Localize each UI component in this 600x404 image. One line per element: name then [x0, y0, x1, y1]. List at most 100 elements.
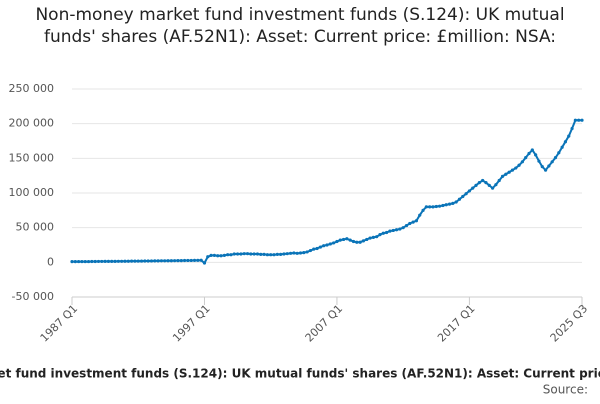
point [232, 252, 236, 256]
point [520, 160, 524, 164]
point [547, 164, 551, 168]
point [113, 259, 117, 263]
point [385, 230, 389, 235]
point [381, 231, 385, 235]
point [411, 220, 415, 224]
point [242, 252, 246, 256]
point [394, 228, 399, 232]
x-tick-label: 1997 Q1 [170, 302, 213, 345]
legend-label: Non-money market fund investment funds (… [0, 367, 600, 381]
point [437, 204, 442, 208]
point [163, 259, 167, 263]
point [322, 244, 326, 248]
point [507, 170, 511, 174]
point [86, 259, 91, 264]
point [375, 235, 379, 239]
point [282, 252, 286, 256]
point [298, 251, 303, 255]
point [530, 148, 534, 152]
point [444, 203, 448, 207]
point [474, 183, 478, 187]
point [341, 237, 346, 242]
y-tick-label: -50 000 [12, 290, 54, 303]
point [275, 252, 279, 256]
point [570, 126, 574, 131]
point [391, 228, 395, 233]
point [120, 259, 124, 263]
point [567, 134, 571, 138]
point [338, 238, 342, 242]
point [179, 259, 183, 263]
point [328, 242, 332, 246]
point [351, 239, 356, 244]
point [441, 203, 445, 208]
point [116, 259, 120, 263]
point [315, 246, 319, 251]
point [269, 253, 273, 257]
point [577, 118, 581, 122]
point [421, 208, 425, 212]
point [130, 259, 134, 263]
title-box: Non-money market fund investment funds (… [35, 5, 564, 47]
point [103, 259, 107, 263]
point [83, 259, 87, 264]
point [196, 258, 200, 262]
point [553, 156, 558, 160]
point [335, 239, 339, 244]
point [408, 221, 412, 226]
y-tick-label: 50 000 [16, 221, 55, 234]
point [110, 259, 114, 263]
point [182, 258, 187, 263]
point [265, 253, 269, 257]
point [431, 205, 435, 209]
point [139, 259, 144, 263]
point [285, 252, 289, 256]
point [302, 251, 306, 255]
point [368, 236, 372, 240]
point [123, 259, 127, 263]
x-tick-label: 2007 Q1 [303, 302, 346, 345]
point [318, 245, 322, 249]
point [80, 259, 84, 264]
point [398, 227, 402, 231]
point [106, 259, 111, 263]
point [93, 259, 97, 264]
point [490, 186, 495, 190]
point [401, 226, 405, 230]
point [361, 239, 366, 243]
point [259, 252, 263, 256]
point [308, 248, 313, 253]
point [305, 250, 309, 254]
point [245, 252, 250, 256]
point [255, 252, 260, 256]
point [262, 252, 266, 256]
point [222, 253, 226, 257]
point [156, 259, 160, 263]
point [272, 253, 276, 257]
point [143, 259, 147, 263]
point [540, 165, 544, 169]
point [365, 237, 369, 242]
y-tick-label: 250 000 [9, 82, 55, 95]
point [292, 251, 296, 255]
point [192, 258, 197, 262]
point [500, 174, 505, 178]
x-tick-label: 1987 Q1 [38, 302, 81, 345]
point [414, 219, 419, 223]
point [133, 259, 137, 263]
point [358, 240, 362, 244]
point [514, 166, 518, 170]
series-line [72, 119, 582, 265]
x-tick-label: 2017 Q1 [435, 302, 478, 345]
point [457, 197, 462, 201]
point [100, 259, 104, 264]
point [550, 160, 554, 164]
point [580, 118, 584, 122]
point [295, 251, 299, 255]
point [497, 178, 501, 183]
y-tick-label: 100 000 [9, 186, 55, 199]
point [159, 259, 164, 263]
point [235, 252, 240, 256]
